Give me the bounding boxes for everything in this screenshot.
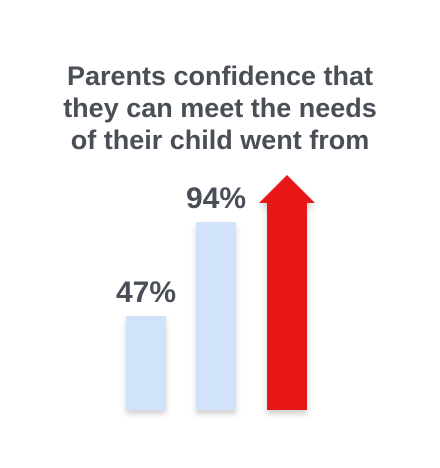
title-line-2: they can meet the needs <box>63 93 377 123</box>
value-label-2: 94% <box>186 182 246 215</box>
bar-2 <box>196 222 236 410</box>
bar-1 <box>126 316 166 410</box>
up-arrow-icon <box>259 175 315 410</box>
title-line-3: of their child went from <box>70 125 370 155</box>
value-labels-layer: 47% 94% <box>116 182 246 309</box>
bars-layer <box>126 222 236 410</box>
title-line-1: Parents confidence that <box>66 61 374 91</box>
value-label-1: 47% <box>116 276 176 309</box>
chart-title: Parents confidence that they can meet th… <box>40 60 400 156</box>
